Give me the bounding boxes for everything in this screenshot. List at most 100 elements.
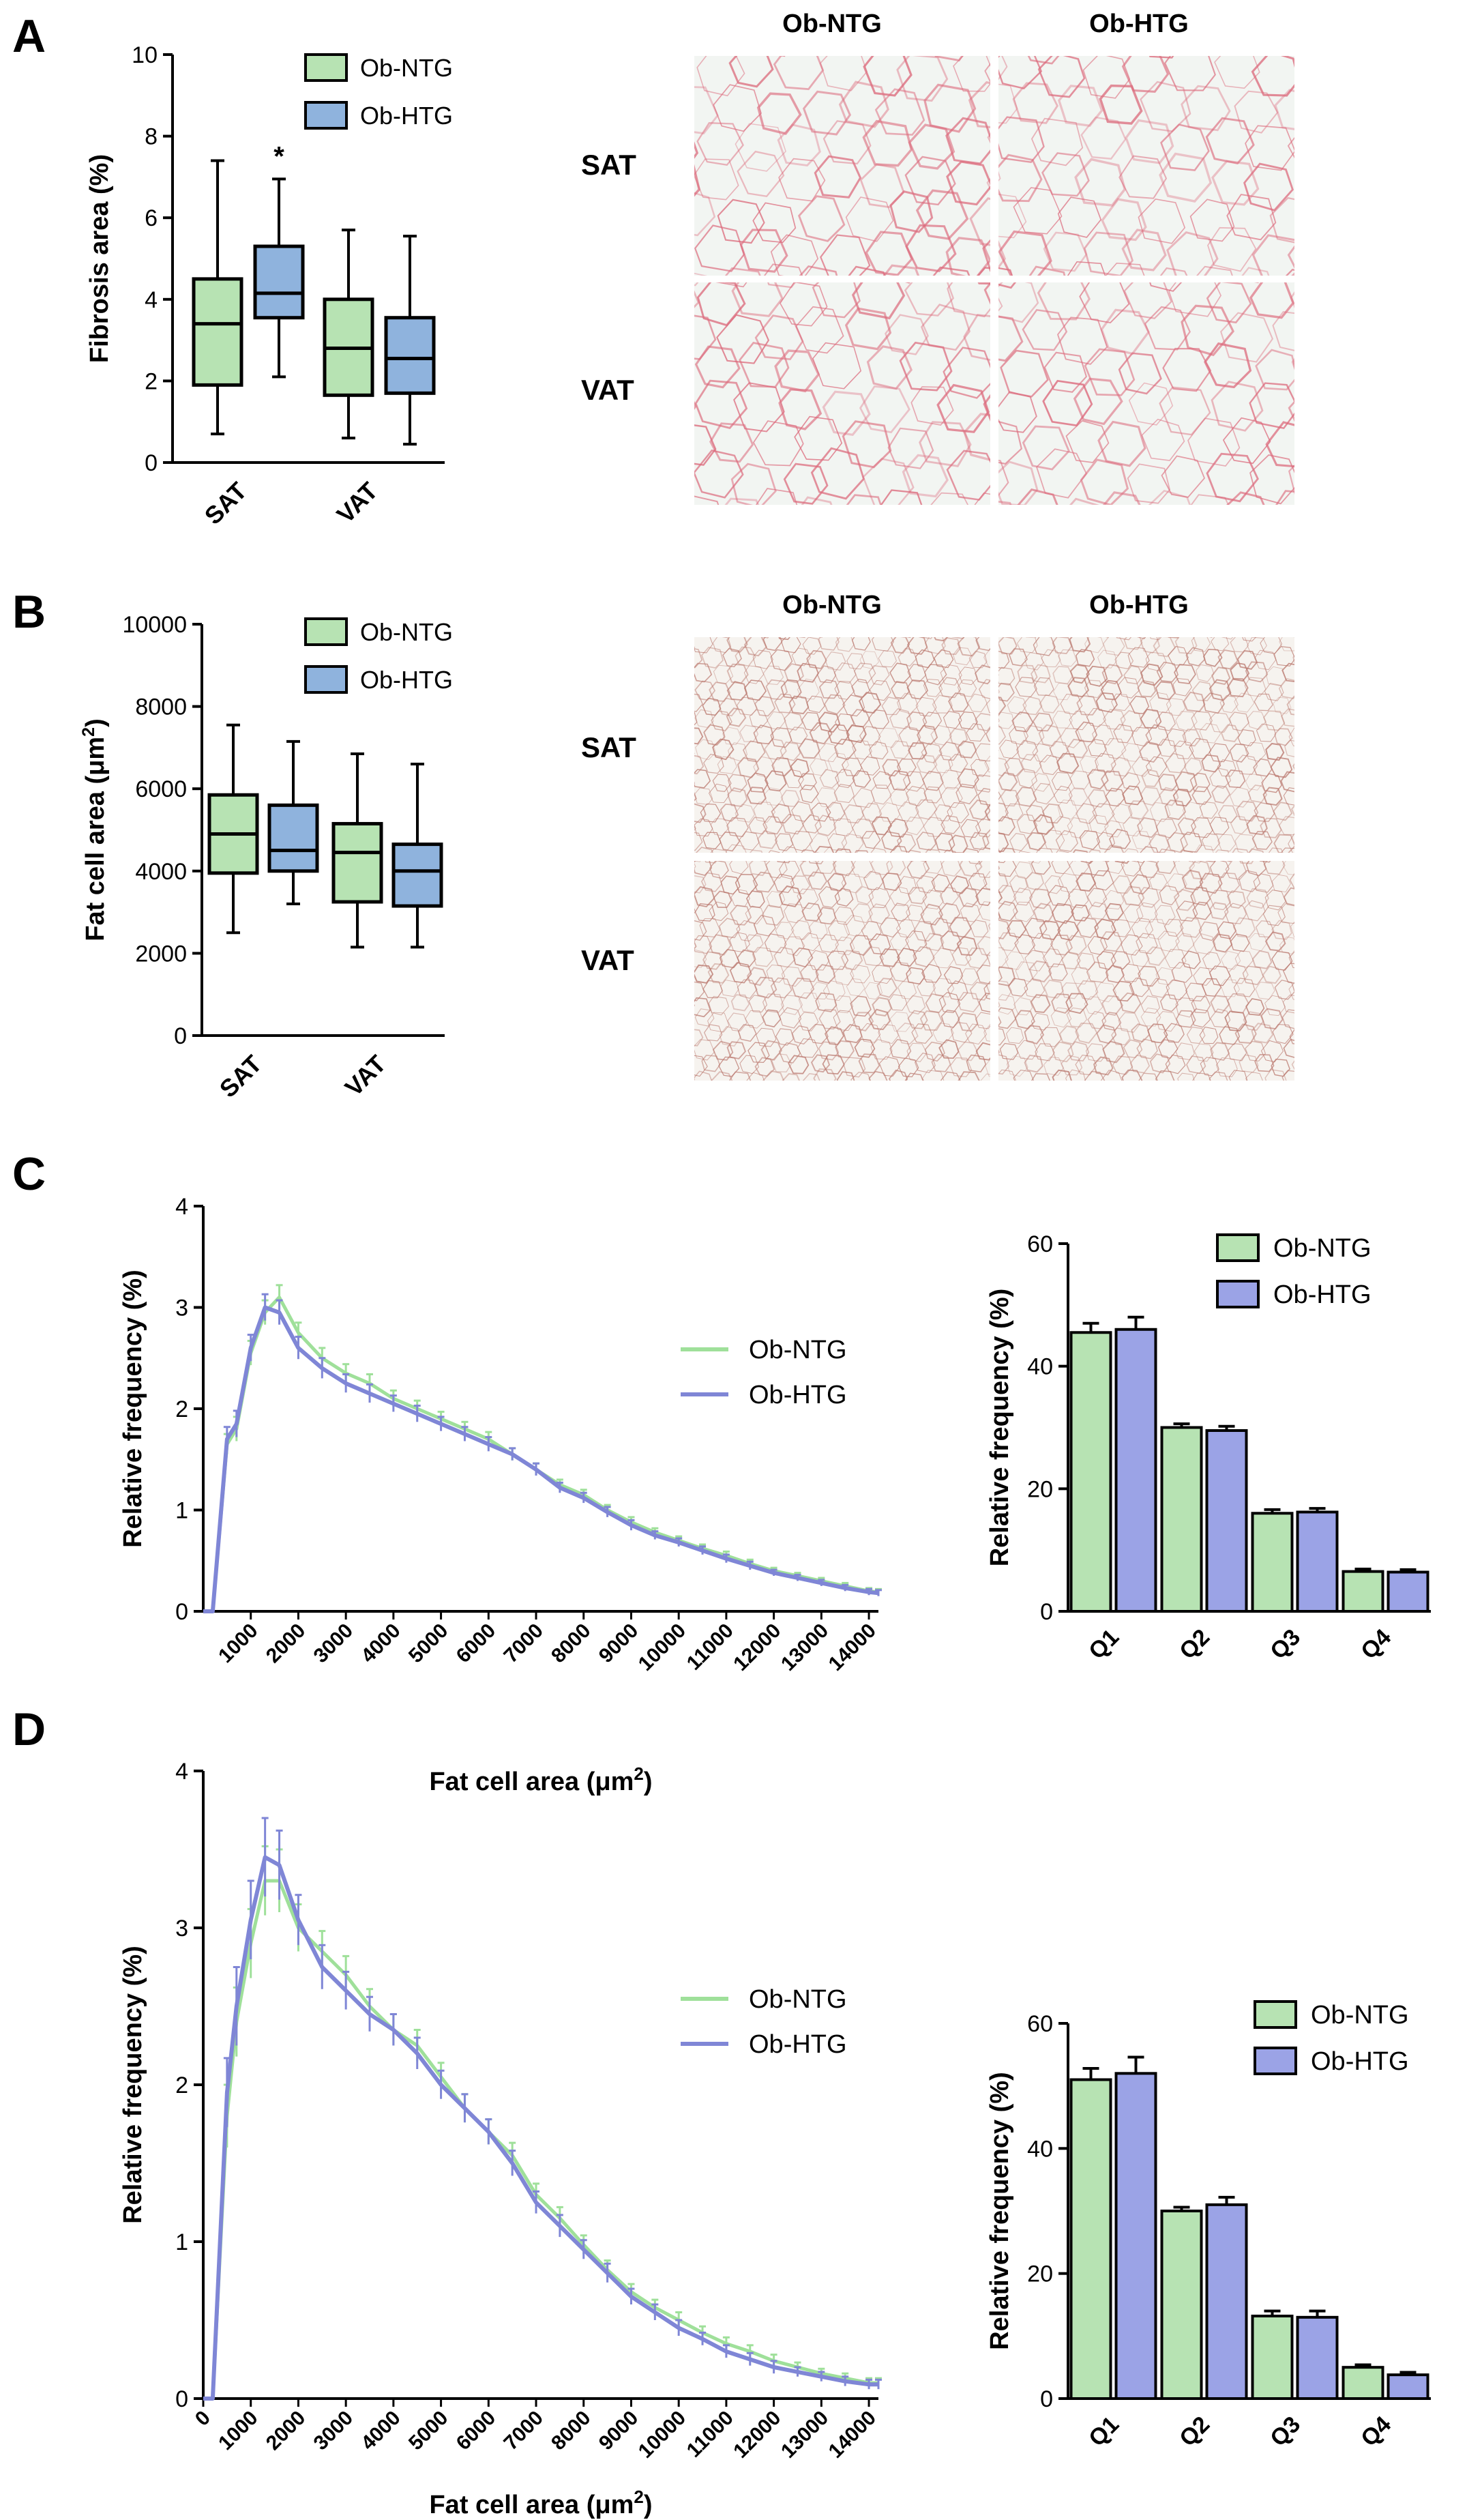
histo-b-vat-ntg-image-cell-184 <box>917 978 936 997</box>
histo-b-vat-ntg-image-cell-202 <box>888 994 908 1011</box>
histo-b-sat-ntg-image-cell-251 <box>748 817 768 835</box>
histo-b-sat-htg-image-cell-8 <box>1116 637 1132 641</box>
histo-a-vat-ntg-image-cell-39 <box>778 388 822 430</box>
histo-b-vat-ntg-image-cell-172 <box>702 980 723 999</box>
histo-b-sat-ntg-image-cell-231 <box>735 804 756 823</box>
box-b-y-tick-label-3: 6000 <box>135 776 187 802</box>
histo-a-vat-htg-image-cell-22 <box>1144 306 1191 351</box>
histo-b-sat-htg-image <box>998 637 1294 853</box>
histo-b-sat-ntg-image-cell-213 <box>746 787 767 805</box>
histo-b-sat-htg-image-cell-88 <box>1191 681 1214 701</box>
histo-b-vat-ntg-image-cell-283 <box>985 1058 990 1077</box>
histo-b-sat-htg-image-cell-181 <box>1165 752 1187 774</box>
histo-b-vat-ntg-image-cell-173 <box>720 980 739 997</box>
bar-d-quart-q2-obntg <box>1160 2210 1203 2400</box>
histo-b-sat-htg-image-cell-156 <box>1049 740 1069 759</box>
histo-b-sat-ntg-image-cell-212 <box>727 787 748 807</box>
histo-a-vat-ntg-image <box>694 282 990 505</box>
box-b-y-label: Fat cell area (μm2) <box>79 718 110 941</box>
histo-b-vat-ntg-image-cell-177 <box>791 978 815 999</box>
histo-a-sat-htg-image-cell-66 <box>1105 262 1145 276</box>
histo-b-sat-htg-image-cell-11 <box>1168 637 1179 639</box>
histo-b-vat-htg-image-cell-281 <box>1254 1054 1275 1072</box>
histo-a-sat-htg-image-cell-11 <box>1037 56 1086 98</box>
histo-b-vat-ntg-image-cell-186 <box>947 980 968 1001</box>
histo-b-sat-htg-image-cell-297 <box>1194 845 1214 853</box>
histo-b-vat-ntg-image-cell-17 <box>968 861 983 865</box>
histo-b-vat-htg-image-cell-93 <box>1277 903 1294 924</box>
histo-a-vat-htg-image-cell-55 <box>998 460 1039 505</box>
histo-a-vat-htg-image-cell-29 <box>1043 351 1088 393</box>
histo-b-sat-htg-image-cell-60 <box>1031 664 1051 684</box>
histo-b-sat-ntg-image-cell-195 <box>764 770 787 792</box>
histo-b-sat-htg-image-cell-49 <box>1185 647 1206 666</box>
histo-b-sat-ntg-image-cell-5 <box>761 637 769 639</box>
histo-b-sat-htg-image-cell-219 <box>1159 787 1179 806</box>
histo-a-sat-htg <box>998 56 1294 276</box>
histo-b-sat-htg-image-cell-136 <box>1038 724 1062 747</box>
histo-b-sat-ntg-image-cell-191 <box>694 769 711 789</box>
histo-a-vat-htg-image-cell-42 <box>1211 381 1264 432</box>
histo-b-sat-ntg-image-cell-130 <box>958 711 978 730</box>
histo-a-vat-htg-image-cell-23 <box>1181 304 1234 357</box>
histo-a-vat-ntg-image-cell-1 <box>694 282 699 287</box>
histo-b-sat-htg-image-cell-175 <box>1056 752 1080 774</box>
histo-b-vat-ntg-image-cell-119 <box>764 933 787 954</box>
bar-d-quart-legend-label-0: Ob-NTG <box>1311 2001 1409 2030</box>
histo-a-sat-htg-image-cell-19 <box>1012 82 1059 124</box>
histo-b-vat-ntg-image-cell-297 <box>889 1069 908 1081</box>
histo-b-sat-htg-image-cell-15 <box>1242 637 1257 642</box>
bar-c-quart-legend-swatch-1 <box>1216 1280 1260 1308</box>
histo-b-vat-ntg-image-cell-262 <box>938 1039 960 1059</box>
histo-b-sat-htg-image-cell-271 <box>1079 830 1101 850</box>
histo-b-vat-ntg-image-cell-38 <box>694 875 707 894</box>
histo-b-sat-htg-image-cell-80 <box>1053 682 1073 701</box>
histo-b-vat-ntg-image-cell-6 <box>777 861 790 864</box>
histo-b-vat-htg-image-cell-188 <box>1288 982 1294 1000</box>
histo-b-sat-htg-image-cell-194 <box>1051 772 1073 791</box>
histo-b-vat-ntg-image-cell-71 <box>922 890 944 909</box>
histo-b-sat-htg-image-cell-118 <box>1052 710 1073 729</box>
line-c-dist-legend-label-0: Ob-NTG <box>749 1336 847 1364</box>
histo-b-sat-ntg-image-cell-250 <box>726 817 749 838</box>
histo-b-sat-ntg-image-cell-15 <box>934 637 949 642</box>
histo-b-sat-htg-image-cell-255 <box>1122 817 1143 837</box>
histo-b-vat-ntg-image-cell-2 <box>705 861 717 864</box>
histo-a-vat-htg-image-cell-15 <box>1206 282 1252 324</box>
histo-a-vat-htg <box>998 282 1294 505</box>
histo-b-sat-htg-image-cell-149 <box>1274 728 1293 746</box>
histo-b-sat-htg-image-cell-3 <box>1025 637 1037 639</box>
histo-b-sat-htg-image-cell-269 <box>1042 830 1065 850</box>
histo-a-sat-htg-image-cell-40 <box>1118 155 1168 199</box>
histo-b-sat-htg-image-cell-223 <box>1229 787 1251 808</box>
bar-d-quart-x-label-q1: Q1 <box>1084 2412 1124 2452</box>
histo-a-vat-htg-image-cell-52 <box>1265 421 1294 468</box>
histo-b-vat-ntg-image-cell-221 <box>889 1011 912 1032</box>
histo-b-vat-ntg-image-cell-107 <box>896 919 916 938</box>
histo-b-sat-htg-image-cell-184 <box>1217 759 1236 777</box>
histo-b-sat-htg-image-cell-242 <box>1236 800 1259 822</box>
histo-b-sat-ntg-image-cell-64 <box>797 662 819 683</box>
line-c-dist-x-tick-label-4: 5000 <box>404 1620 453 1668</box>
histo-b-vat-htg-image-cell-59 <box>1013 888 1033 906</box>
histo-b-vat-htg-image-cell-268 <box>1024 1054 1043 1073</box>
histo-b-sat-ntg-image-cell-156 <box>742 740 766 763</box>
histo-b-sat-ntg-image-cell-129 <box>943 711 962 729</box>
histo-a-sat-htg-image-cell-61 <box>1251 234 1294 276</box>
histo-b-vat-htg-image-cell-296 <box>1177 1072 1195 1081</box>
histo-b-vat-htg-image-cell-196 <box>1084 996 1103 1015</box>
histo-b-vat-ntg-image-cell-272 <box>788 1055 810 1074</box>
histo-b-vat-htg-image-cell-55 <box>1289 873 1294 889</box>
histo-b-sat-ntg-image-cell-137 <box>753 724 775 745</box>
histo-b-sat-htg-image-cell-128 <box>1228 712 1249 731</box>
histo-a-vat-ntg-image-cell-24 <box>920 304 970 351</box>
histo-b-vat-ntg-image-cell-290 <box>762 1070 785 1081</box>
histo-b-sat-ntg-image-cell-292 <box>801 849 815 853</box>
histo-b-sat-htg-image-cell-229 <box>1005 803 1024 821</box>
histo-b-sat-ntg-image-cell-117 <box>726 707 747 727</box>
histo-b-sat-ntg-image-cell-238 <box>861 802 883 823</box>
histo-a-vat-ntg-image-cell-13 <box>812 282 861 319</box>
histo-b-vat-htg-image-cell-116 <box>1014 934 1036 955</box>
histo-b-sat-ntg-image-cell-55 <box>983 647 990 668</box>
histo-b-vat-htg-image-cell-14 <box>1226 861 1232 862</box>
